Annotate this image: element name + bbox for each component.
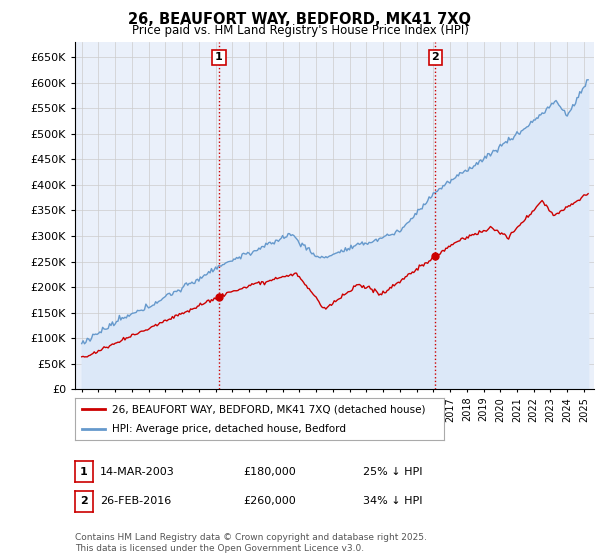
Text: 26, BEAUFORT WAY, BEDFORD, MK41 7XQ (detached house): 26, BEAUFORT WAY, BEDFORD, MK41 7XQ (det… <box>112 404 425 414</box>
Text: £260,000: £260,000 <box>243 496 296 506</box>
Text: £180,000: £180,000 <box>243 466 296 477</box>
Text: 2: 2 <box>80 496 88 506</box>
Text: 2: 2 <box>431 52 439 62</box>
Text: 1: 1 <box>80 466 88 477</box>
Text: 1: 1 <box>215 52 223 62</box>
Text: Price paid vs. HM Land Registry's House Price Index (HPI): Price paid vs. HM Land Registry's House … <box>131 24 469 37</box>
Text: 26-FEB-2016: 26-FEB-2016 <box>100 496 172 506</box>
Text: HPI: Average price, detached house, Bedford: HPI: Average price, detached house, Bedf… <box>112 424 346 434</box>
Text: Contains HM Land Registry data © Crown copyright and database right 2025.
This d: Contains HM Land Registry data © Crown c… <box>75 533 427 553</box>
Text: 34% ↓ HPI: 34% ↓ HPI <box>363 496 422 506</box>
Text: 25% ↓ HPI: 25% ↓ HPI <box>363 466 422 477</box>
Text: 26, BEAUFORT WAY, BEDFORD, MK41 7XQ: 26, BEAUFORT WAY, BEDFORD, MK41 7XQ <box>128 12 472 27</box>
Text: 14-MAR-2003: 14-MAR-2003 <box>100 466 175 477</box>
